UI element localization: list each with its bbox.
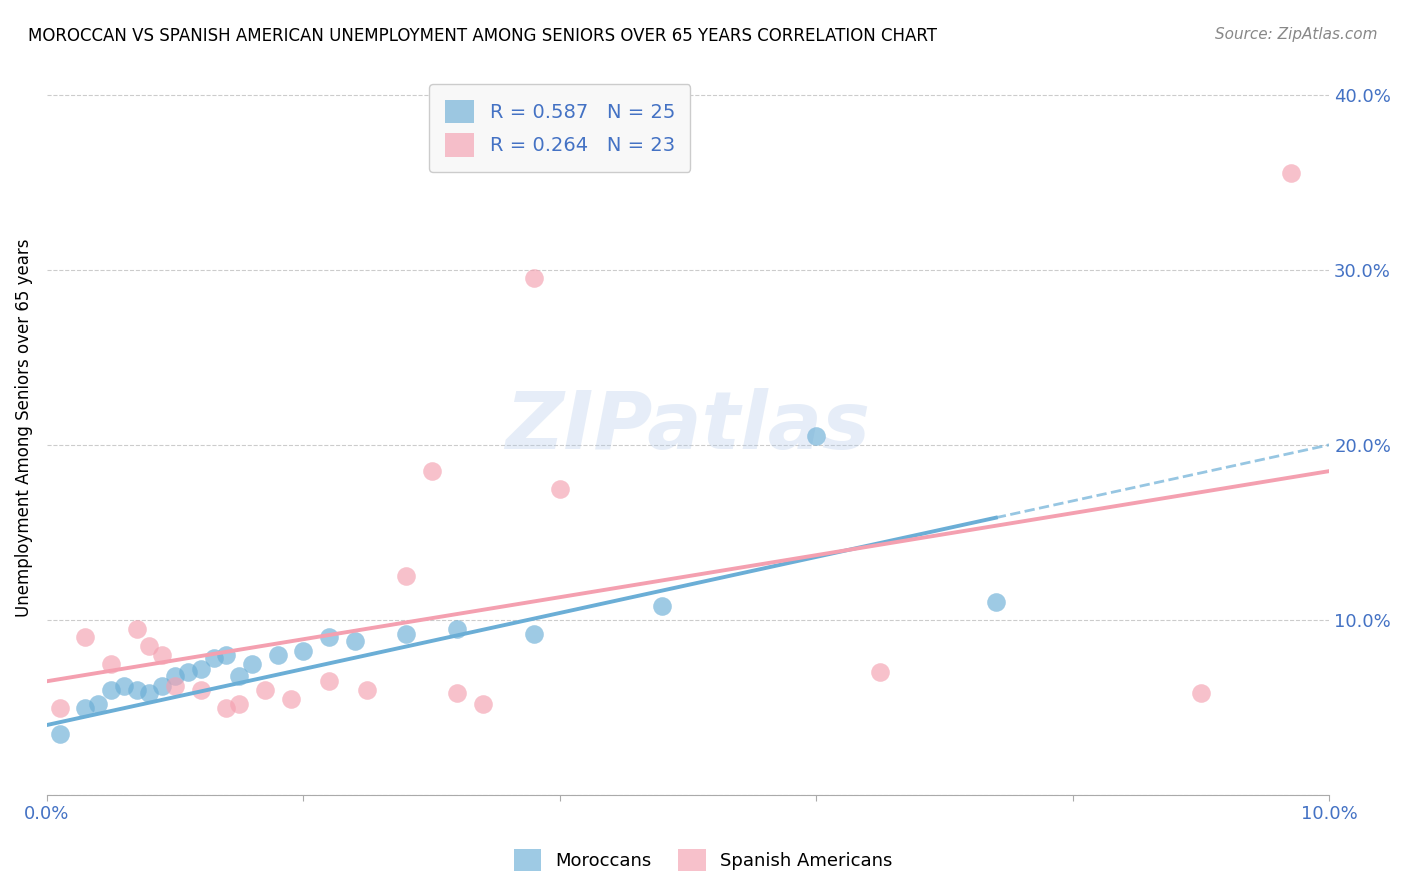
Point xyxy=(228,669,250,683)
Point xyxy=(125,622,148,636)
Point xyxy=(395,627,418,641)
Point xyxy=(190,683,212,698)
Point xyxy=(215,700,238,714)
Point xyxy=(984,595,1007,609)
Point xyxy=(125,683,148,698)
Point xyxy=(318,631,340,645)
Point xyxy=(87,697,110,711)
Point xyxy=(471,697,494,711)
Point xyxy=(420,464,443,478)
Point xyxy=(356,683,378,698)
Point xyxy=(523,627,546,641)
Point xyxy=(280,691,302,706)
Legend: R = 0.587   N = 25, R = 0.264   N = 23: R = 0.587 N = 25, R = 0.264 N = 23 xyxy=(429,84,690,172)
Point xyxy=(343,634,366,648)
Point xyxy=(48,727,70,741)
Point xyxy=(446,686,468,700)
Point xyxy=(100,683,122,698)
Y-axis label: Unemployment Among Seniors over 65 years: Unemployment Among Seniors over 65 years xyxy=(15,238,32,616)
Point xyxy=(267,648,290,662)
Text: ZIPatlas: ZIPatlas xyxy=(506,388,870,467)
Point xyxy=(523,271,546,285)
Point xyxy=(1279,166,1302,180)
Point xyxy=(75,700,97,714)
Point xyxy=(395,569,418,583)
Point xyxy=(806,429,828,443)
Point xyxy=(190,662,212,676)
Point xyxy=(240,657,263,671)
Point xyxy=(177,665,200,680)
Point xyxy=(869,665,891,680)
Point xyxy=(165,669,187,683)
Text: Source: ZipAtlas.com: Source: ZipAtlas.com xyxy=(1215,27,1378,42)
Point xyxy=(1189,686,1212,700)
Point xyxy=(548,482,571,496)
Point xyxy=(150,648,173,662)
Point xyxy=(202,651,225,665)
Point xyxy=(253,683,276,698)
Point xyxy=(138,639,160,653)
Point xyxy=(228,697,250,711)
Point xyxy=(446,622,468,636)
Point xyxy=(138,686,160,700)
Point xyxy=(150,680,173,694)
Point xyxy=(318,674,340,689)
Point xyxy=(651,599,673,613)
Point xyxy=(112,680,135,694)
Point xyxy=(215,648,238,662)
Point xyxy=(100,657,122,671)
Text: MOROCCAN VS SPANISH AMERICAN UNEMPLOYMENT AMONG SENIORS OVER 65 YEARS CORRELATIO: MOROCCAN VS SPANISH AMERICAN UNEMPLOYMEN… xyxy=(28,27,938,45)
Legend: Moroccans, Spanish Americans: Moroccans, Spanish Americans xyxy=(506,842,900,879)
Point xyxy=(292,644,315,658)
Point xyxy=(165,680,187,694)
Point xyxy=(75,631,97,645)
Point xyxy=(48,700,70,714)
